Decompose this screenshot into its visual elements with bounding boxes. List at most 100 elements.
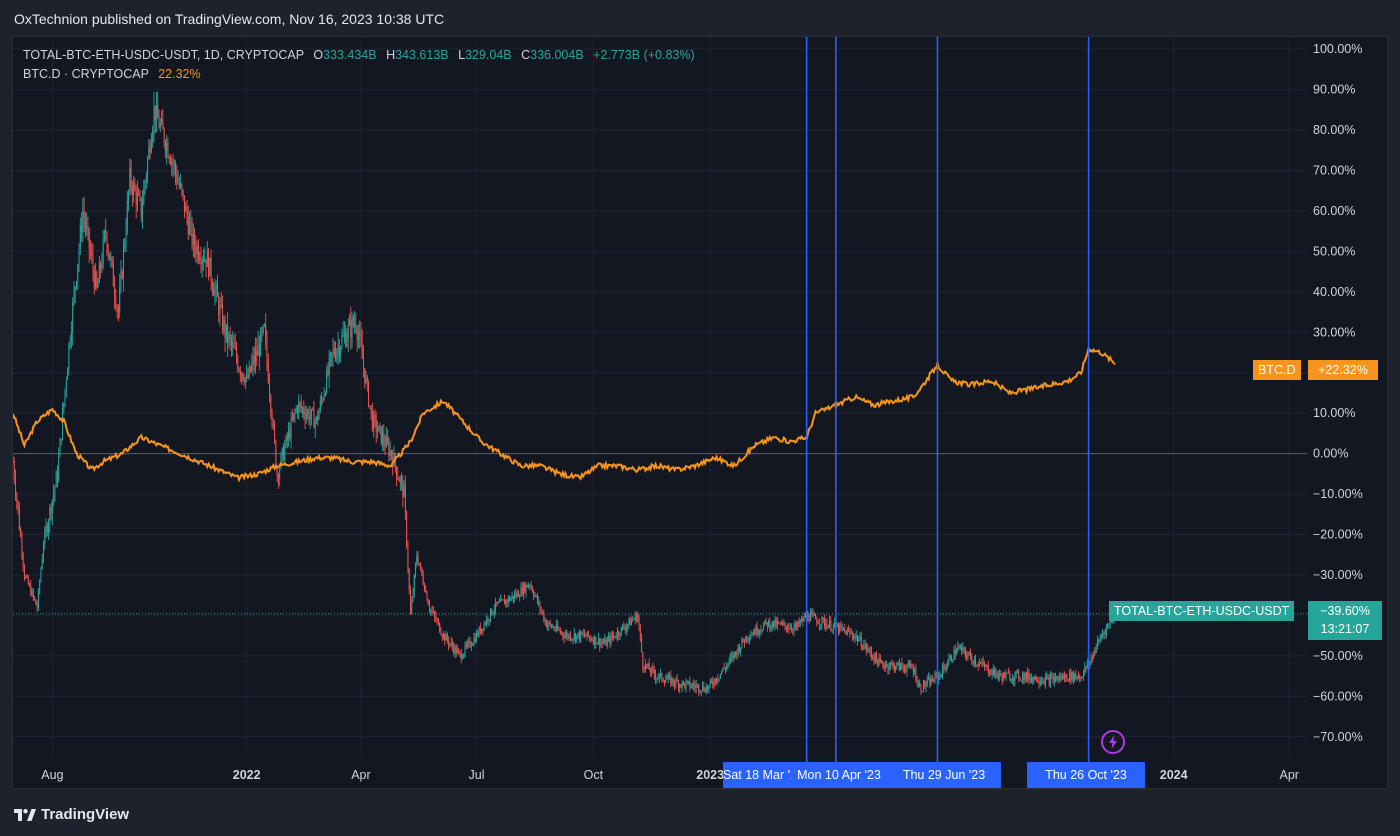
candle-body — [298, 402, 300, 412]
candle-body — [81, 225, 83, 233]
candle-body — [1005, 673, 1007, 679]
candle-body — [379, 425, 381, 427]
x-tick-label: 2022 — [233, 768, 261, 782]
candle-body — [1072, 671, 1074, 681]
candle-body — [373, 414, 375, 430]
candle-body — [566, 633, 568, 636]
candle-body — [528, 585, 530, 588]
candle-body — [535, 595, 537, 597]
candle-body — [239, 369, 241, 375]
candle-body — [266, 338, 268, 362]
candle-body — [506, 600, 508, 603]
candle-body — [564, 635, 566, 638]
candle-body — [708, 685, 710, 690]
candle-body — [321, 399, 323, 401]
candle-body — [269, 382, 271, 396]
candle-body — [842, 627, 844, 630]
chart-panel[interactable]: 100.00% 90.00% 80.00% 70.00% 60.00% 50.00% 40.… — [12, 36, 1388, 789]
candle-body — [641, 636, 643, 652]
candle-body — [905, 670, 907, 672]
candle-body — [873, 657, 875, 662]
candle-body — [575, 633, 577, 641]
candle-body — [661, 673, 663, 681]
y-tick-label: −30.00% — [1313, 568, 1363, 582]
candle-body — [291, 418, 293, 420]
candle-body — [707, 686, 709, 690]
candle-body — [702, 685, 704, 691]
candle-body — [630, 620, 632, 626]
candle-body — [646, 664, 648, 667]
candle-body — [559, 630, 561, 633]
candle-body — [521, 587, 523, 595]
candle-body — [554, 629, 556, 631]
candle-body — [656, 678, 658, 680]
candle-body — [515, 594, 517, 597]
candle-body — [949, 655, 951, 659]
candle-body — [511, 595, 513, 599]
candle-body — [783, 622, 785, 624]
candle-body — [456, 650, 458, 654]
candle-body — [704, 690, 706, 693]
candle-body — [176, 173, 178, 184]
candle-body — [444, 634, 446, 641]
candle-body — [863, 645, 865, 649]
candle-body — [333, 348, 335, 355]
candle-body — [481, 628, 483, 633]
candle-body — [1099, 638, 1101, 640]
candle-body — [947, 664, 949, 667]
candle-body — [882, 661, 884, 666]
candle-body — [602, 642, 604, 644]
candle-body — [417, 556, 419, 564]
candle-body — [484, 623, 486, 625]
candle-body — [284, 446, 286, 461]
candle-body — [638, 615, 640, 627]
candle-body — [514, 594, 516, 599]
candle-body — [171, 161, 173, 165]
btcd-price-tag: +22.32% — [1308, 360, 1378, 380]
legend-series-btcd[interactable]: BTC.D · CRYPTOCAP 22.32% — [23, 65, 695, 84]
candle-body — [255, 350, 257, 364]
candle-body — [242, 373, 244, 381]
candle-body — [73, 290, 75, 303]
candle-body — [628, 618, 630, 625]
candle-body — [313, 409, 315, 428]
candle-body — [274, 424, 276, 441]
candle-body — [1104, 632, 1106, 635]
candle-body — [241, 373, 243, 375]
candle-body — [435, 616, 437, 621]
candle-body — [876, 653, 878, 660]
candle-body — [431, 609, 433, 612]
candle-body — [1022, 674, 1024, 680]
candle-body — [538, 601, 540, 603]
candle-body — [327, 370, 329, 375]
candle-body — [731, 655, 733, 658]
candle-body — [695, 685, 697, 688]
candle-body — [1015, 671, 1017, 674]
candle-body — [131, 186, 133, 195]
x-tick-label: 2023 — [696, 768, 724, 782]
candle-body — [788, 628, 790, 630]
candle-body — [488, 619, 490, 622]
candle-body — [1100, 635, 1102, 639]
x-tick-label: Apr — [351, 768, 370, 782]
candle-body — [884, 665, 886, 668]
candle-body — [328, 356, 330, 375]
candle-body — [804, 615, 806, 618]
candle-body — [88, 228, 90, 250]
candle-body — [493, 609, 495, 613]
candle-body — [854, 636, 856, 639]
candle-body — [93, 271, 95, 289]
candle-body — [793, 626, 795, 631]
candle-body — [295, 408, 297, 413]
candle-body — [422, 574, 424, 585]
legend-series-total[interactable]: TOTAL-BTC-ETH-USDC-USDT, 1D, CRYPTOCAP O… — [23, 46, 695, 65]
y-tick-label: 80.00% — [1313, 123, 1355, 137]
candle-body — [1042, 680, 1044, 682]
candle-body — [583, 633, 585, 636]
tradingview-brand[interactable]: TradingView — [14, 806, 129, 823]
candle-body — [472, 644, 474, 646]
candle-body — [1051, 676, 1053, 678]
candle-body — [430, 609, 432, 611]
lightning-icon[interactable] — [1100, 729, 1126, 760]
chart-canvas[interactable]: 100.00% 90.00% 80.00% 70.00% 60.00% 50.00% 40.… — [13, 37, 1388, 789]
